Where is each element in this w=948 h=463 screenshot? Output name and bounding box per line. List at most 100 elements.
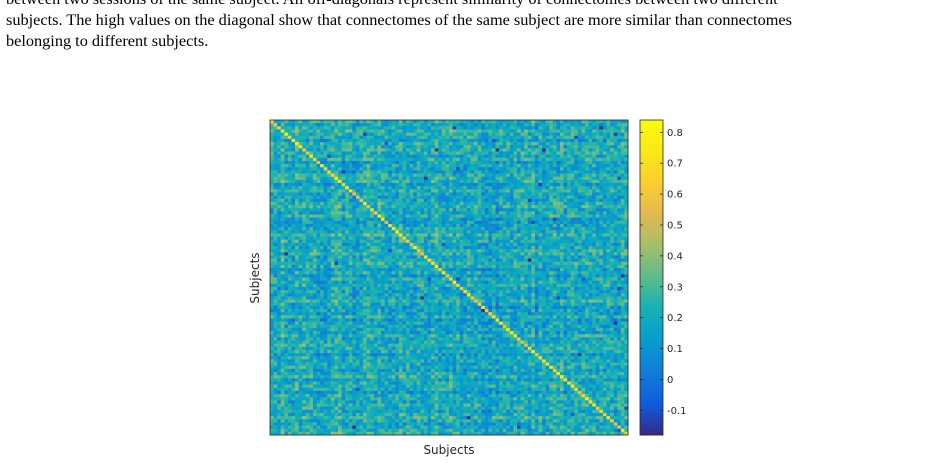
heatmap-cell xyxy=(352,148,357,152)
heatmap-cell xyxy=(445,157,450,162)
heatmap-cell xyxy=(499,126,504,130)
heatmap-cell xyxy=(345,120,350,124)
heatmap-cell xyxy=(545,138,550,143)
heatmap-cell xyxy=(459,123,464,127)
heatmap-cell xyxy=(309,195,314,200)
heatmap-cell xyxy=(534,126,539,130)
heatmap-cell xyxy=(402,223,407,228)
heatmap-cell xyxy=(291,192,296,196)
heatmap-cell xyxy=(427,214,432,218)
heatmap-cell xyxy=(524,271,529,275)
heatmap-cell xyxy=(509,230,514,234)
heatmap-cell xyxy=(556,258,561,263)
heatmap-cell xyxy=(574,157,579,162)
heatmap-cell xyxy=(359,129,364,133)
heatmap-cell xyxy=(502,179,507,184)
heatmap-cell xyxy=(624,132,629,137)
heatmap-cell xyxy=(373,255,378,259)
heatmap-cell xyxy=(449,230,453,234)
heatmap-cell xyxy=(270,201,274,206)
heatmap-cell xyxy=(434,249,439,253)
heatmap-cell xyxy=(588,142,593,146)
heatmap-cell xyxy=(574,195,579,200)
heatmap-cell xyxy=(270,186,274,190)
heatmap-cell xyxy=(406,138,410,143)
heatmap-cell xyxy=(409,123,414,127)
heatmap-cell xyxy=(312,264,317,269)
heatmap-cell xyxy=(330,132,335,137)
heatmap-cell xyxy=(316,214,321,218)
heatmap-cell xyxy=(316,157,321,162)
heatmap-cell xyxy=(466,223,471,228)
heatmap-cell xyxy=(620,258,625,263)
heatmap-cell xyxy=(380,154,385,159)
heatmap-cell xyxy=(312,255,317,259)
heatmap-cell xyxy=(330,252,335,256)
heatmap-cell xyxy=(585,227,589,231)
heatmap-cell-diagonal xyxy=(291,138,296,143)
heatmap-cell xyxy=(413,208,418,212)
heatmap-cell xyxy=(287,148,292,152)
heatmap-cell xyxy=(355,151,360,155)
heatmap-cell xyxy=(380,239,385,244)
heatmap-cell xyxy=(577,201,582,206)
heatmap-cell xyxy=(531,189,536,193)
heatmap-cell xyxy=(345,179,350,184)
heatmap-cell xyxy=(352,151,357,155)
heatmap-cell xyxy=(352,179,357,184)
heatmap-cell xyxy=(581,160,586,165)
heatmap-cell xyxy=(295,233,299,237)
heatmap-cell xyxy=(567,220,572,225)
heatmap-cell xyxy=(534,233,539,237)
heatmap-cell xyxy=(545,148,550,152)
heatmap-cell xyxy=(470,160,475,165)
heatmap-cell xyxy=(316,173,321,178)
heatmap-cell xyxy=(620,261,625,266)
heatmap-cell xyxy=(592,132,597,137)
heatmap-cell xyxy=(409,201,414,206)
heatmap-cell xyxy=(599,268,604,272)
heatmap-cell xyxy=(377,258,382,263)
heatmap-cell xyxy=(563,239,568,244)
heatmap-cell xyxy=(420,148,425,152)
heatmap-cell xyxy=(502,217,507,222)
heatmap-cell xyxy=(431,176,436,181)
heatmap-cell xyxy=(420,233,425,237)
heatmap-cell xyxy=(513,236,518,241)
heatmap-cell xyxy=(613,142,618,146)
heatmap-cell xyxy=(599,176,604,181)
heatmap-cell xyxy=(305,186,310,190)
heatmap-cell xyxy=(434,123,439,127)
heatmap-cell xyxy=(363,123,368,127)
heatmap-cell xyxy=(452,148,457,152)
heatmap-cell xyxy=(341,261,346,266)
heatmap-cell xyxy=(534,217,539,222)
heatmap-cell xyxy=(398,160,403,165)
heatmap-cell xyxy=(445,138,450,143)
heatmap-cell xyxy=(538,268,543,272)
heatmap-cell xyxy=(585,167,589,171)
heatmap-cell xyxy=(291,198,296,203)
heatmap-cell xyxy=(431,217,436,222)
heatmap-cell xyxy=(295,255,299,259)
heatmap-cell xyxy=(406,132,410,137)
heatmap-cell xyxy=(474,230,478,234)
heatmap-cell xyxy=(585,233,589,237)
heatmap-cell xyxy=(316,264,321,269)
heatmap-cell xyxy=(588,151,593,155)
heatmap-cell xyxy=(466,170,471,174)
heatmap-cell xyxy=(456,236,461,241)
heatmap-cell xyxy=(441,138,446,143)
heatmap-cell xyxy=(463,167,468,171)
heatmap-cell xyxy=(624,264,629,269)
heatmap-cell xyxy=(585,246,589,250)
heatmap-cell xyxy=(305,189,310,193)
heatmap-cell xyxy=(323,151,328,155)
heatmap-cell xyxy=(287,176,292,181)
heatmap-cell xyxy=(502,252,507,256)
heatmap-cell xyxy=(434,252,439,256)
heatmap-cell xyxy=(395,186,400,190)
heatmap-cell xyxy=(423,205,428,209)
heatmap-cell xyxy=(409,233,414,237)
heatmap-cell xyxy=(363,233,368,237)
